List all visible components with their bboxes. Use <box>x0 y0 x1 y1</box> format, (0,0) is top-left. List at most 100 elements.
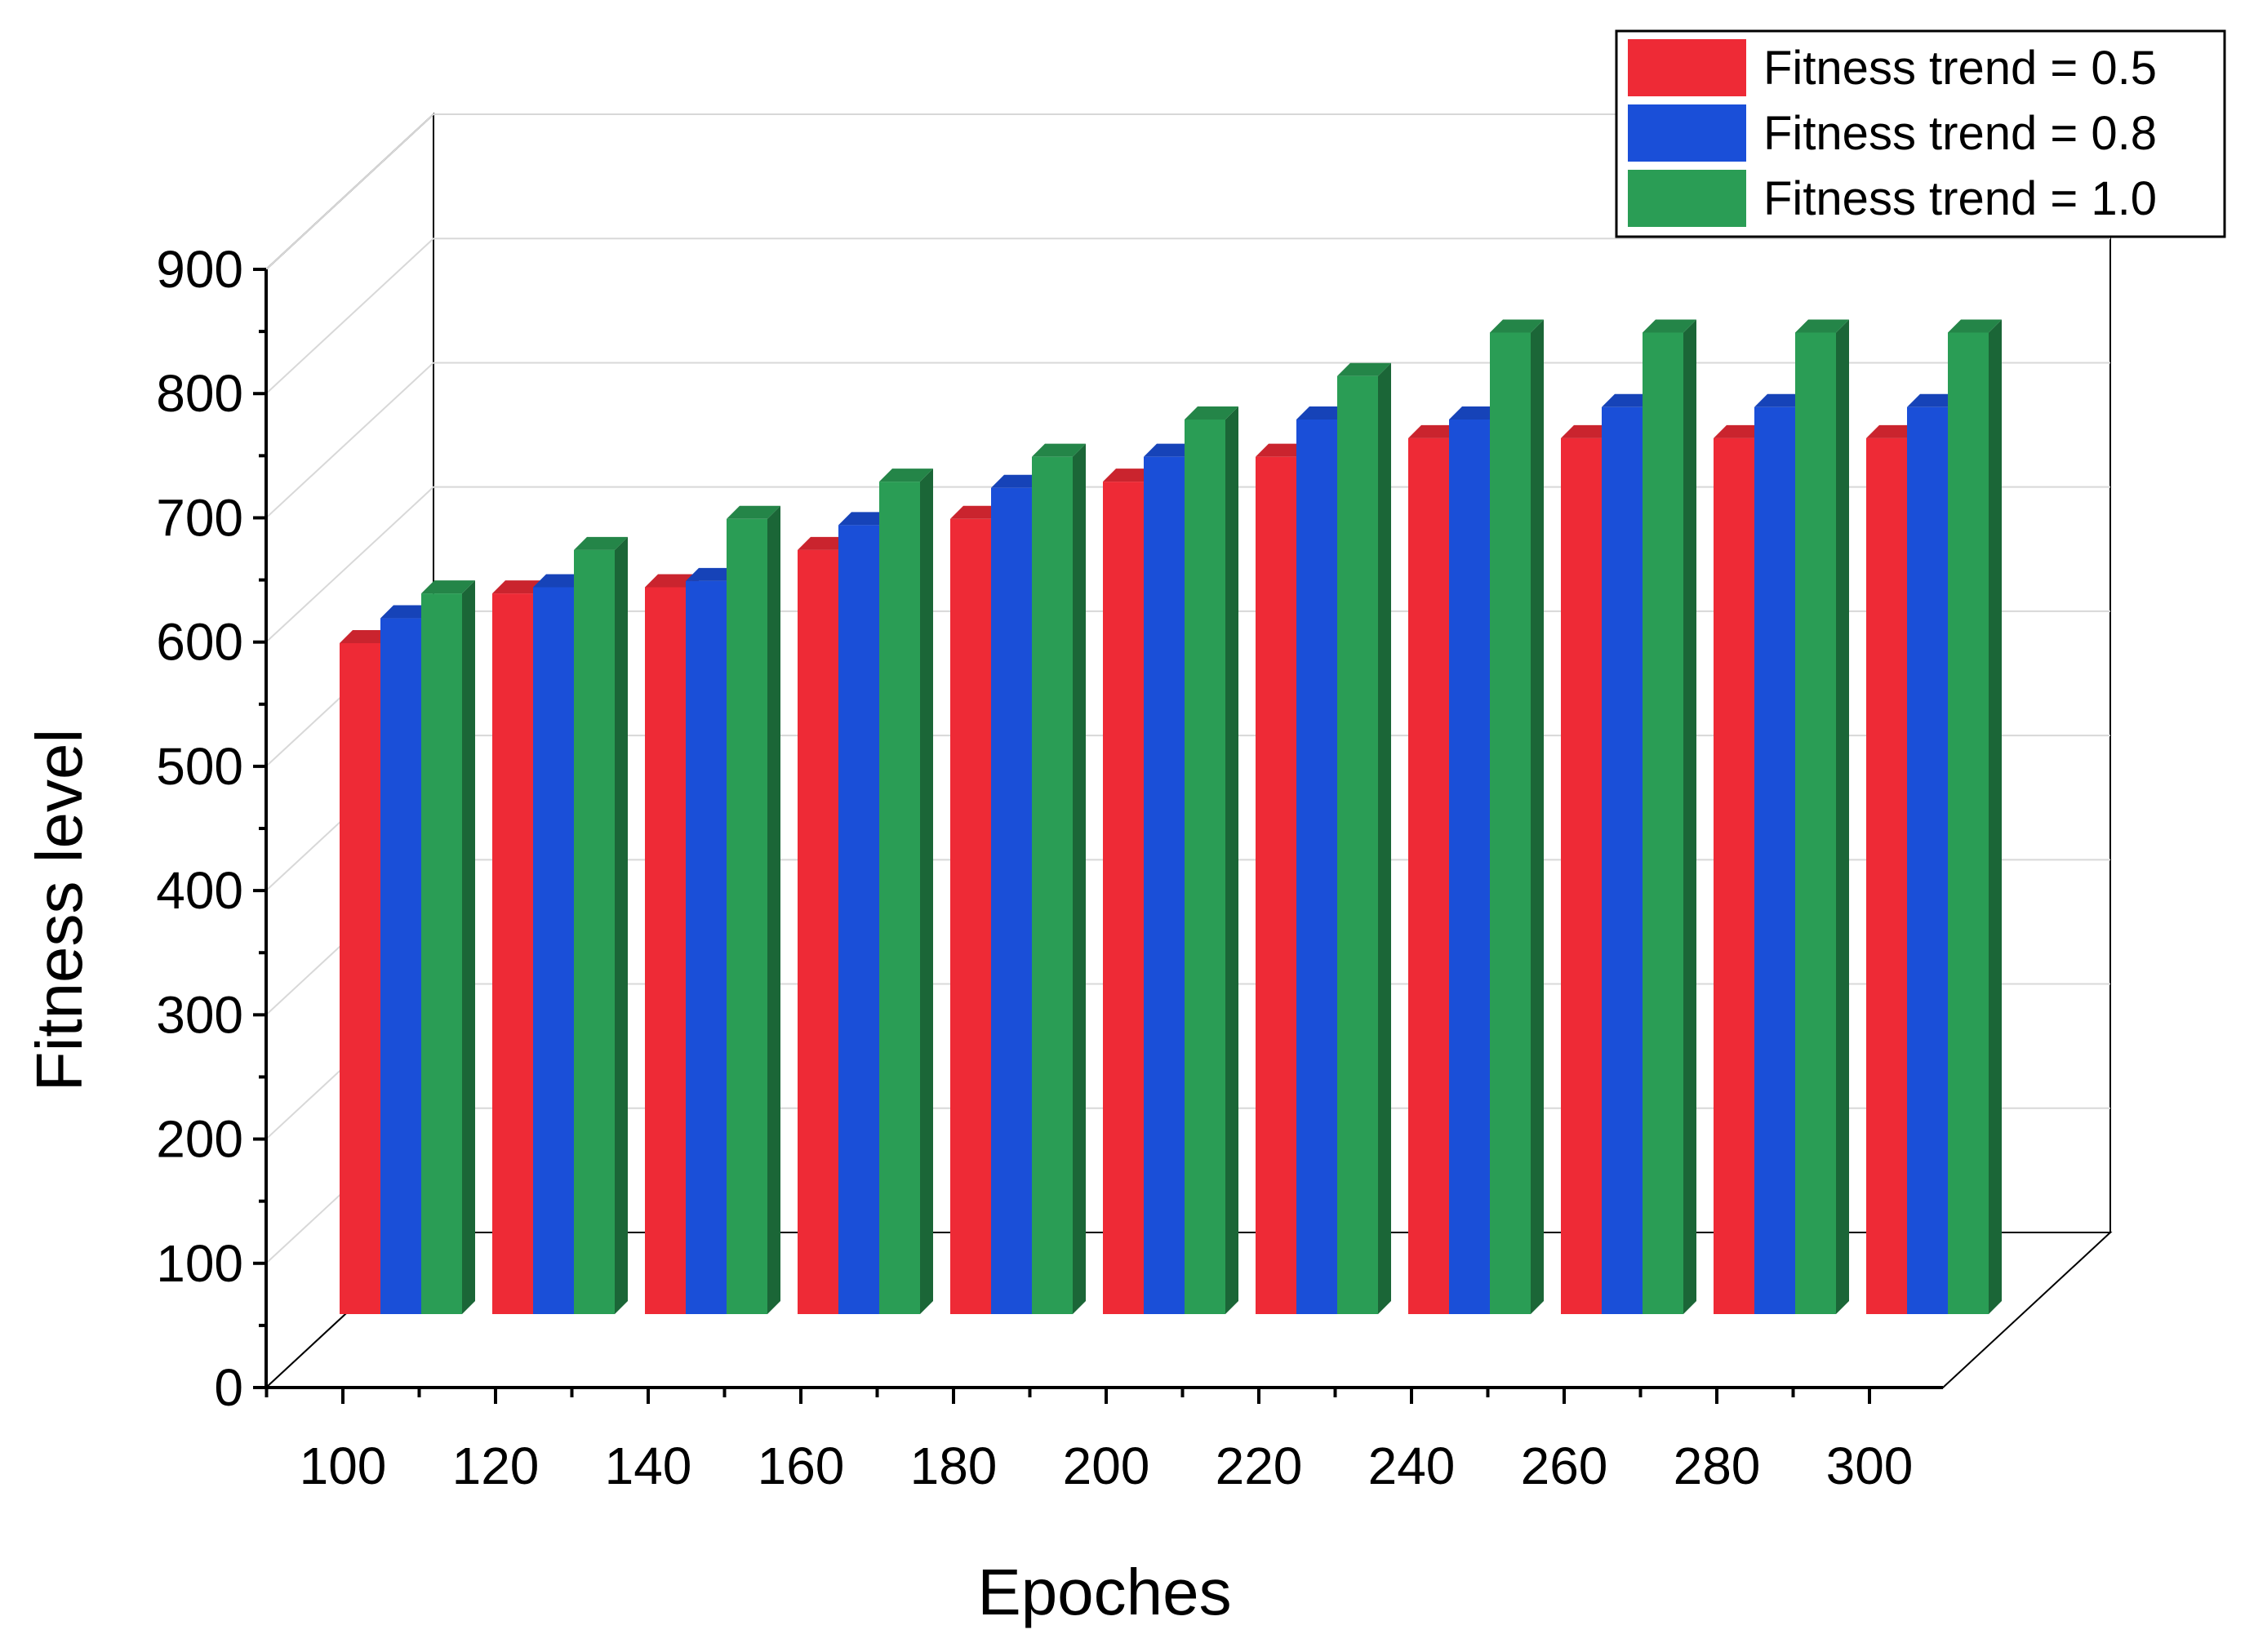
x-tick-label: 160 <box>758 1437 845 1495</box>
bar-top <box>1754 393 1808 407</box>
bar-top <box>492 580 546 594</box>
bar-top <box>798 536 851 550</box>
bar-top <box>1643 319 1696 333</box>
bar <box>1948 332 1989 1314</box>
bar-top <box>950 505 1004 519</box>
y-tick-label: 500 <box>156 737 243 796</box>
bar-top <box>1185 406 1238 420</box>
bar-top <box>380 605 434 619</box>
gridline <box>265 362 2110 519</box>
bar <box>1795 332 1836 1314</box>
y-tick-label: 200 <box>156 1110 243 1169</box>
bar-180-s3 <box>1032 443 1086 1314</box>
bar <box>838 525 879 1314</box>
bar-side <box>1683 319 1696 1314</box>
bar-side <box>462 580 475 1314</box>
legend-label: Fitness trend = 1.0 <box>1763 172 2157 225</box>
y-tick-label: 800 <box>156 364 243 423</box>
bar-top <box>879 469 933 482</box>
bar-top <box>1032 443 1086 457</box>
bar-top <box>645 574 699 588</box>
gridline <box>265 238 2110 394</box>
bar <box>1032 456 1073 1314</box>
bar-200-s3 <box>1185 406 1238 1314</box>
bar-side <box>1073 443 1086 1314</box>
bar-top <box>1948 319 2002 333</box>
bar-top <box>1866 424 1920 438</box>
gridline <box>265 486 2110 643</box>
bar <box>340 643 380 1314</box>
legend-label: Fitness trend = 0.8 <box>1763 107 2157 160</box>
bar-top <box>340 630 393 643</box>
y-tick-label: 0 <box>214 1358 243 1417</box>
bar-top <box>1296 406 1350 420</box>
bar <box>879 482 920 1314</box>
y-tick-label: 100 <box>156 1234 243 1293</box>
x-tick-label: 180 <box>910 1437 998 1495</box>
bar <box>1256 456 1296 1314</box>
gridline <box>265 113 2110 270</box>
bar-top <box>1795 319 1849 333</box>
bar-top <box>1561 424 1615 438</box>
bar <box>1408 437 1449 1315</box>
bar <box>421 593 462 1314</box>
bar-240-s3 <box>1490 319 1544 1314</box>
bar <box>1907 406 1948 1314</box>
bar <box>727 518 767 1314</box>
bar-top <box>1144 443 1198 457</box>
bar-top <box>533 574 587 588</box>
legend-swatch <box>1628 104 1746 162</box>
bar <box>950 518 991 1314</box>
y-tick-label: 400 <box>156 861 243 920</box>
bar <box>1296 420 1337 1314</box>
bar <box>1490 332 1531 1314</box>
bar-top <box>1714 424 1767 438</box>
y-axis-title: Fitness level <box>23 729 96 1092</box>
bar-side <box>615 536 628 1314</box>
legend-swatch <box>1628 39 1746 96</box>
bar-top <box>1602 393 1656 407</box>
y-tick-label: 600 <box>156 613 243 672</box>
bar-300-s3 <box>1948 319 2002 1314</box>
bar-280-s3 <box>1795 319 1849 1314</box>
bar <box>1714 437 1754 1315</box>
bar-top <box>727 505 780 519</box>
bar-top <box>1449 406 1503 420</box>
bar-top <box>1408 424 1462 438</box>
x-tick-label: 300 <box>1826 1437 1914 1495</box>
bar <box>1185 420 1225 1314</box>
x-tick-label: 220 <box>1216 1437 1303 1495</box>
bar <box>1602 406 1643 1314</box>
legend: Fitness trend = 0.5 Fitness trend = 0.8 Fi… <box>1615 29 2226 238</box>
bar <box>1103 482 1144 1314</box>
bar <box>645 587 686 1314</box>
bar-160-s3 <box>879 469 933 1314</box>
bars <box>340 319 2002 1315</box>
bar <box>991 487 1032 1314</box>
x-tick-label: 240 <box>1368 1437 1456 1495</box>
bar <box>1866 437 1907 1315</box>
y-tick-label: 700 <box>156 488 243 547</box>
bar <box>1561 437 1602 1315</box>
bar-top <box>1907 393 1961 407</box>
x-axis-title: Epoches <box>977 1556 1231 1628</box>
bar-side <box>1531 319 1544 1314</box>
bar-side <box>1989 319 2002 1314</box>
bar <box>1337 375 1378 1315</box>
bar <box>380 618 421 1314</box>
legend-swatch <box>1628 170 1746 227</box>
y-tick-label: 300 <box>156 985 243 1044</box>
bar-side <box>1836 319 1849 1314</box>
bar <box>798 549 838 1314</box>
bar <box>1754 406 1795 1314</box>
bar <box>574 549 615 1314</box>
x-tick-label: 120 <box>452 1437 540 1495</box>
bar-140-s3 <box>727 505 780 1314</box>
bar-260-s3 <box>1643 319 1696 1314</box>
legend-label: Fitness trend = 0.5 <box>1763 42 2157 95</box>
bar-220-s3 <box>1337 362 1391 1315</box>
x-tick-label: 100 <box>300 1437 387 1495</box>
x-tick-label: 280 <box>1674 1437 1761 1495</box>
bar-top <box>991 474 1045 488</box>
